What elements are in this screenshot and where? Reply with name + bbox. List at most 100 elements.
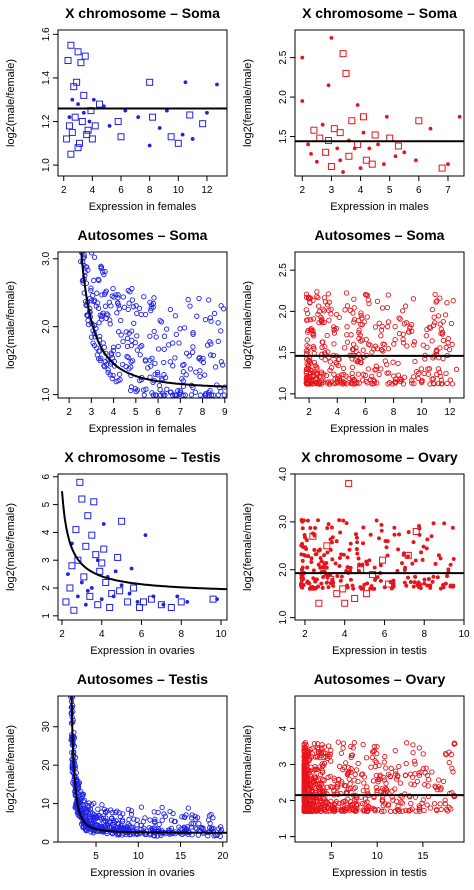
data-point xyxy=(305,807,312,814)
chart-svg: X chromosome – Soma 2 4 6 8 10 12 1.0 1.2 1.4 1.6 E… xyxy=(5,5,228,213)
data-point xyxy=(110,347,117,354)
data-point xyxy=(310,370,316,376)
y-tick-label: 1.6 xyxy=(41,27,52,41)
x-tick-label: 6 xyxy=(155,407,161,418)
data-point xyxy=(193,369,199,375)
y-tick-label: 20 xyxy=(41,759,52,771)
data-point xyxy=(340,378,346,385)
data-point xyxy=(162,375,169,381)
data-point xyxy=(358,310,364,316)
data-point xyxy=(311,568,316,573)
data-point xyxy=(86,804,92,810)
y-tick-label: 1.0 xyxy=(278,386,289,400)
data-point xyxy=(96,320,102,326)
data-point xyxy=(129,566,134,571)
data-point xyxy=(322,343,328,350)
data-point xyxy=(205,297,212,303)
data-point xyxy=(331,805,337,811)
data-point xyxy=(62,598,70,606)
data-point xyxy=(143,533,148,538)
data-point xyxy=(372,565,377,570)
data-point xyxy=(326,585,331,589)
data-point xyxy=(308,775,314,781)
data-point xyxy=(341,170,345,174)
data-point xyxy=(218,359,225,365)
chart-svg: X chromosome – Ovary 2 4 6 8 10 1.0 2.0 3.0 4.0 Ex… xyxy=(242,449,470,657)
data-point xyxy=(174,392,180,398)
data-point xyxy=(324,332,330,339)
data-point xyxy=(309,152,313,156)
data-point xyxy=(134,817,140,823)
data-point xyxy=(64,57,72,65)
x-tick-label: 2 xyxy=(300,185,306,196)
data-point xyxy=(88,829,94,835)
data-point xyxy=(372,807,378,813)
data-point xyxy=(437,553,441,558)
y-tick-label: 0 xyxy=(41,839,52,845)
x-tick-label: 9 xyxy=(222,407,228,418)
data-point xyxy=(218,303,224,309)
data-point xyxy=(208,318,214,324)
data-point xyxy=(299,584,304,589)
data-point xyxy=(183,372,189,378)
data-point xyxy=(344,521,349,526)
x-tick-label: 4 xyxy=(111,407,117,418)
data-point xyxy=(446,804,452,810)
data-point xyxy=(394,142,402,150)
data-point xyxy=(189,812,195,818)
data-point xyxy=(94,814,100,820)
data-point xyxy=(67,115,72,120)
data-point xyxy=(355,103,360,107)
data-point xyxy=(125,806,132,813)
data-point xyxy=(81,110,86,115)
data-point xyxy=(408,580,413,584)
data-point xyxy=(364,784,370,790)
y-tick-label: 10 xyxy=(41,798,52,810)
data-point xyxy=(100,819,107,825)
fit-line xyxy=(70,696,227,834)
chart-title: Autosomes – Ovary xyxy=(314,671,446,687)
data-point xyxy=(215,597,219,602)
data-point xyxy=(424,546,429,551)
data-point xyxy=(367,558,372,563)
data-point xyxy=(307,756,313,762)
data-point xyxy=(319,316,325,322)
data-point xyxy=(403,565,408,570)
data-point xyxy=(330,557,335,562)
data-point xyxy=(420,765,427,772)
data-point xyxy=(103,288,109,294)
data-point xyxy=(348,569,352,573)
data-point xyxy=(189,349,196,355)
data-point xyxy=(429,534,434,539)
data-point xyxy=(328,758,334,764)
x-tick-label: 2 xyxy=(61,185,67,196)
data-point xyxy=(431,800,438,807)
data-point xyxy=(197,373,203,380)
data-point xyxy=(106,603,114,611)
data-point xyxy=(424,344,430,350)
data-point xyxy=(316,518,320,523)
data-point xyxy=(326,522,331,526)
data-point xyxy=(450,525,455,530)
data-point xyxy=(355,760,361,767)
y-tick-label: 1.0 xyxy=(278,610,289,624)
data-point xyxy=(406,530,411,534)
data-point xyxy=(361,586,365,591)
data-point xyxy=(438,381,445,387)
data-point xyxy=(136,115,141,120)
data-point xyxy=(381,162,386,167)
data-point xyxy=(437,801,443,807)
x-tick-label: 4 xyxy=(99,629,105,640)
data-point xyxy=(318,556,323,560)
x-tick-label: 8 xyxy=(391,407,397,418)
data-point xyxy=(210,825,216,831)
data-point xyxy=(383,539,388,543)
data-point xyxy=(355,801,361,807)
data-point xyxy=(310,343,317,350)
data-point xyxy=(115,292,121,298)
data-point xyxy=(207,339,213,345)
data-point xyxy=(411,584,416,589)
data-point xyxy=(418,586,423,590)
data-point xyxy=(147,143,152,148)
data-point xyxy=(103,361,110,367)
